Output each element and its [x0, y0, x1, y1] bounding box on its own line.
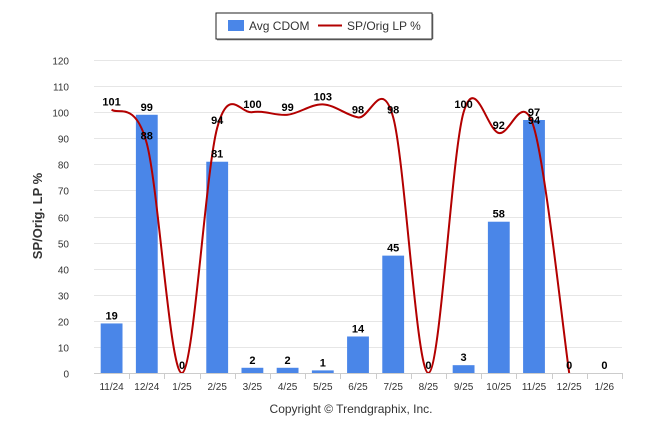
legend-label-line: SP/Orig LP %	[347, 19, 421, 33]
x-axis: 11/24 12/24 1/25 2/25 3/25 4/25 5/25 6/25 7/25 8/…	[94, 373, 623, 393]
bar	[347, 336, 369, 373]
bar-value-label: 2	[249, 355, 255, 367]
legend-label-bar: Avg CDOM	[249, 19, 309, 33]
line-value-label: 88	[141, 130, 153, 142]
y-tick-label: 120	[52, 57, 69, 68]
x-tick-label: 1/25	[172, 382, 192, 393]
bar-value-label: 2	[285, 355, 291, 367]
x-tick-label: 12/25	[557, 382, 582, 393]
x-tick-label: 11/25	[522, 382, 547, 393]
line-value-label: 98	[352, 104, 364, 116]
x-tick-label: 4/25	[278, 382, 298, 393]
x-tick-label: 8/25	[419, 382, 439, 393]
y-tick-label: 40	[58, 266, 70, 277]
bar-value-label: 0	[425, 360, 431, 372]
line-value-label: 99	[281, 102, 293, 114]
y-tick-label: 90	[58, 135, 70, 146]
bar-value-label: 45	[387, 243, 399, 255]
x-tick-label: 10/25	[486, 382, 511, 393]
y-axis-title: SP/Orig. LP %	[30, 172, 45, 259]
y-tick-label: 70	[58, 187, 70, 198]
line-value-label: 98	[387, 104, 399, 116]
line-value-label: 103	[314, 91, 332, 103]
bar-value-label: 0	[566, 360, 572, 372]
bar-value-label: 0	[179, 360, 185, 372]
x-tick-label: 1/26	[595, 382, 615, 393]
line-value-label: 94	[211, 115, 224, 127]
bar	[100, 323, 123, 373]
y-tick-label: 10	[58, 344, 70, 355]
bar	[206, 161, 229, 373]
bar-value-label: 19	[105, 310, 117, 322]
bar	[452, 365, 475, 373]
line-value-label: 100	[454, 99, 472, 111]
x-tick-label: 2/25	[207, 382, 227, 393]
bar	[311, 370, 334, 373]
x-tick-label: 6/25	[348, 382, 368, 393]
bar	[523, 119, 545, 373]
bar	[382, 255, 405, 373]
bar-value-label: 0	[601, 360, 607, 372]
x-tick-label: 12/24	[134, 382, 159, 393]
bar-value-label: 14	[352, 323, 365, 335]
bar-value-label: 58	[493, 209, 505, 221]
x-tick-label: 3/25	[243, 382, 263, 393]
y-tick-label: 30	[58, 292, 70, 303]
bar-value-label: 3	[461, 352, 467, 364]
x-tick-label: 7/25	[383, 382, 403, 393]
line-path	[110, 97, 571, 375]
line-value-label: 101	[102, 97, 120, 109]
y-tick-label: 100	[52, 109, 69, 120]
line-series	[110, 97, 571, 375]
line-data-labels: 101 88 94 100 99 103 98 98 100 92 94	[102, 91, 541, 142]
legend-swatch-bar	[228, 20, 244, 31]
y-tick-label: 110	[53, 83, 69, 94]
y-tick-label: 20	[58, 318, 70, 329]
line-value-label: 92	[493, 120, 505, 132]
bar-value-label: 97	[528, 107, 540, 119]
x-tick-label: 5/25	[313, 382, 333, 393]
bar	[487, 221, 510, 373]
y-tick-label: 60	[58, 214, 70, 225]
copyright-credit: Copyright © Trendgraphix, Inc.	[270, 402, 433, 416]
bar-value-label: 1	[320, 357, 326, 369]
y-tick-label: 0	[63, 370, 69, 381]
y-tick-label: 50	[58, 240, 70, 251]
bar-value-label: 99	[141, 102, 153, 114]
bar-data-labels: 19 99 0 81 2 2 1 14 45 0 3 58 97 0 0	[105, 102, 607, 372]
line-value-label: 100	[243, 99, 261, 111]
x-tick-label: 9/25	[454, 382, 474, 393]
bar-value-label: 81	[211, 149, 223, 161]
bar	[276, 367, 299, 373]
legend: Avg CDOM SP/Orig LP %	[215, 12, 434, 41]
x-tick-label: 11/24	[99, 382, 124, 393]
bar	[241, 367, 264, 373]
y-tick-label: 80	[58, 161, 70, 172]
bar	[135, 114, 158, 374]
y-axis: 0 10 20 30 40 50 60 70 80 90 100 110 120	[52, 57, 69, 381]
line-value-label: 94	[528, 115, 541, 127]
